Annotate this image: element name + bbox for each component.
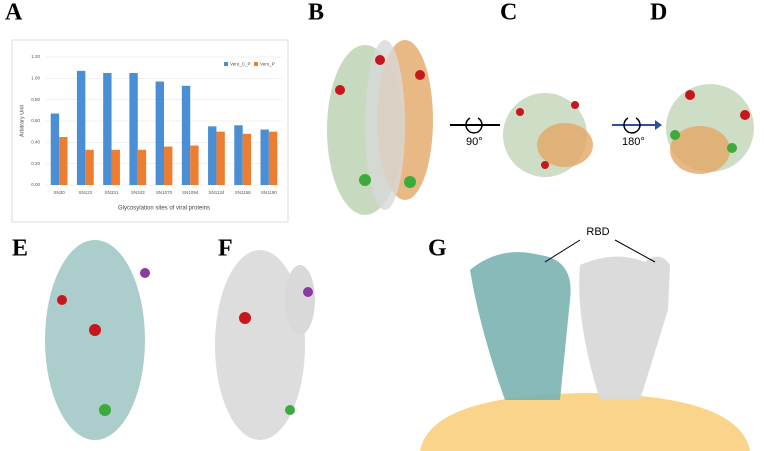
panel-label: B <box>308 0 324 26</box>
bar <box>216 131 225 185</box>
bar <box>181 85 191 185</box>
bar <box>190 145 199 185</box>
y-axis-label: Arbitrary Unit <box>19 104 25 137</box>
x-tick-label: SN122 <box>78 190 92 195</box>
bar <box>164 146 173 185</box>
panel-label: A <box>5 0 23 26</box>
structure-c <box>503 93 593 177</box>
x-tick-label: SN1070 <box>156 190 173 195</box>
y-tick-label: 0.60 <box>31 118 40 123</box>
legend-swatch <box>254 62 258 66</box>
chart: 0.00 0.20 0.40 0.60 0.80 1.00 1.20 Arbitrary Un… <box>19 54 282 212</box>
panel-label: D <box>650 0 667 26</box>
structure-f <box>215 250 315 440</box>
bar <box>208 126 217 185</box>
legend-label: Vero_P <box>260 62 275 67</box>
bar <box>242 133 252 185</box>
bar <box>129 73 138 185</box>
bar <box>234 125 243 185</box>
x-tick-label: SN1158 <box>235 190 251 195</box>
structure-e <box>45 240 150 440</box>
bar <box>260 129 269 185</box>
bar <box>111 149 120 185</box>
bar <box>85 149 94 185</box>
panel-label: C <box>500 0 517 26</box>
structure-g <box>420 239 750 451</box>
rbd-label: RBD <box>586 226 609 238</box>
panel-label: G <box>428 236 447 262</box>
x-axis-label: Glycosylation sites of viral proteins <box>118 206 210 212</box>
panel-label: F <box>218 236 233 262</box>
y-tick-label: 1.00 <box>31 76 40 81</box>
legend-swatch <box>224 62 228 66</box>
panel-label: E <box>12 236 28 262</box>
x-tick-label: SN1134 <box>208 190 224 195</box>
legend-label: Vero_C_P <box>230 62 251 67</box>
y-tick-label: 1.20 <box>31 54 40 59</box>
bar <box>76 70 86 185</box>
x-tick-label: SN1094 <box>182 190 199 195</box>
x-tick-label: SN1190 <box>261 190 277 195</box>
structure-b <box>327 40 433 215</box>
structure-d <box>666 84 754 174</box>
x-tick-label: SN331 <box>105 190 119 195</box>
rotation-label: 90° <box>466 136 483 148</box>
bar <box>268 131 278 185</box>
x-tick-label: SN30 <box>53 190 65 195</box>
y-tick-label: 0.80 <box>31 97 40 102</box>
y-tick-label: 0.20 <box>31 161 40 166</box>
bar <box>103 73 112 185</box>
bar <box>59 137 68 185</box>
y-tick-label: 0.40 <box>31 140 40 145</box>
bar <box>155 81 164 185</box>
x-tick-label: SN343 <box>131 190 145 195</box>
y-tick-label: 0.00 <box>31 182 40 187</box>
bar <box>137 149 147 185</box>
bar <box>50 113 60 185</box>
rotation-arrows <box>450 117 662 134</box>
rotation-label: 180° <box>622 136 645 148</box>
